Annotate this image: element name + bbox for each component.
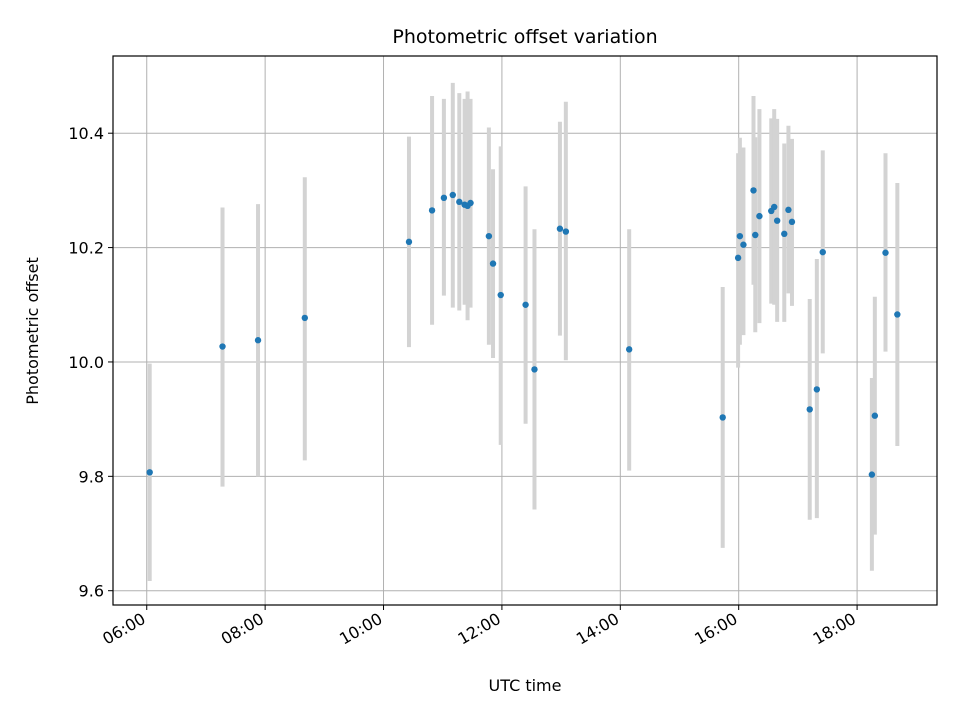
y-axis-title: Photometric offset <box>23 257 42 405</box>
data-point <box>440 194 448 202</box>
y-tick-label: 10.0 <box>68 353 104 372</box>
data-point <box>819 248 826 256</box>
data-point <box>428 207 436 214</box>
data-point <box>756 212 763 220</box>
data-point <box>301 314 308 322</box>
y-tick-label: 9.6 <box>79 582 104 601</box>
data-point <box>254 337 262 344</box>
data-point <box>485 232 493 240</box>
data-point <box>788 218 796 226</box>
data-point <box>894 311 901 318</box>
data-point <box>467 199 474 207</box>
data-point <box>219 343 226 350</box>
y-axis-ticks: 9.6 9.8 10.0 10.2 10.4 <box>68 124 113 601</box>
plot-frame <box>112 55 938 606</box>
data-point <box>456 198 463 206</box>
data-point <box>868 471 876 478</box>
y-tick-label: 10.4 <box>68 124 104 143</box>
x-axis-title: UTC time <box>489 676 562 695</box>
data-point <box>781 230 788 238</box>
data-point <box>871 412 879 419</box>
data-point <box>736 232 744 240</box>
data-point <box>562 228 570 235</box>
data-points <box>146 187 901 478</box>
data-point <box>785 206 792 214</box>
data-point <box>752 231 759 239</box>
data-point <box>531 366 538 373</box>
data-point <box>449 191 456 199</box>
data-point <box>146 469 153 476</box>
chart-title: Photometric offset variation <box>392 26 657 48</box>
data-point <box>773 217 781 224</box>
data-point <box>882 249 889 256</box>
data-point <box>719 414 726 421</box>
data-point <box>556 225 564 232</box>
data-point <box>750 187 757 194</box>
data-point <box>625 346 633 353</box>
data-point <box>497 291 504 299</box>
data-point <box>522 301 529 308</box>
y-tick-label: 10.2 <box>68 239 104 258</box>
data-point <box>771 203 778 211</box>
data-point <box>806 406 813 413</box>
data-point <box>734 254 742 262</box>
data-point <box>489 260 497 267</box>
data-point <box>405 238 413 246</box>
data-point <box>813 386 821 393</box>
data-point <box>740 241 747 248</box>
y-tick-label: 9.8 <box>79 467 104 486</box>
